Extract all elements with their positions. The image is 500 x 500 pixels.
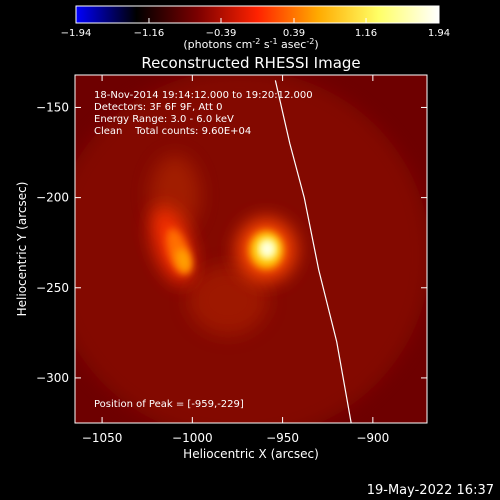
- source-blob: [236, 217, 297, 282]
- y-tick-label: −150: [36, 100, 69, 114]
- colorbar-tick-label: −1.94: [61, 28, 92, 39]
- x-tick-label: −1000: [172, 431, 213, 445]
- colorbar-tick-label: −0.39: [206, 28, 237, 39]
- source-blob: [151, 206, 194, 284]
- colorbar-tick-label: 1.16: [355, 28, 377, 39]
- info-detectors: Detectors: 3F 6F 9F, Att 0: [94, 102, 222, 113]
- x-tick-label: −1050: [82, 431, 123, 445]
- sources: [151, 206, 297, 284]
- y-tick-label: −300: [36, 371, 69, 385]
- y-axis-ticks: −150 −200 −250 −300: [36, 100, 427, 385]
- colorbar-tick-label: −1.16: [134, 28, 165, 39]
- x-axis-ticks: −1050 −1000 −950 −900: [82, 75, 389, 445]
- info-energy-range: Energy Range: 3.0 - 6.0 keV: [94, 114, 234, 125]
- colorbar-tick-label: 1.94: [428, 28, 450, 39]
- info-time-range: 18-Nov-2014 19:14:12.000 to 19:20:12.000: [94, 90, 313, 101]
- colorbar-unit-label: (photons cm-2 s-1 asec-2): [183, 37, 318, 51]
- y-axis-label: Heliocentric Y (arcsec): [15, 182, 29, 317]
- plot-frame: [74, 74, 428, 424]
- plot-image: [75, 75, 427, 423]
- chart-title: Reconstructed RHESSI Image: [141, 54, 360, 72]
- x-tick-label: −950: [266, 431, 299, 445]
- secondary-glow: [188, 265, 268, 335]
- x-tick-label: −900: [356, 431, 389, 445]
- y-tick-label: −200: [36, 191, 69, 205]
- x-axis-label: Heliocentric X (arcsec): [183, 447, 319, 461]
- peak-position-label: Position of Peak = [-959,-229]: [94, 399, 244, 410]
- info-clean-counts: Clean Total counts: 9.60E+04: [94, 126, 251, 137]
- colorbar-ticks: −1.94 −1.16 −0.39 0.39 1.16 1.94: [61, 18, 450, 39]
- footer-timestamp: 19-May-2022 16:37: [367, 483, 494, 498]
- y-tick-label: −250: [36, 281, 69, 295]
- colorbar-tick-label: 0.39: [283, 28, 305, 39]
- colorbar: [75, 5, 440, 24]
- solar-limb-line: [274, 80, 352, 423]
